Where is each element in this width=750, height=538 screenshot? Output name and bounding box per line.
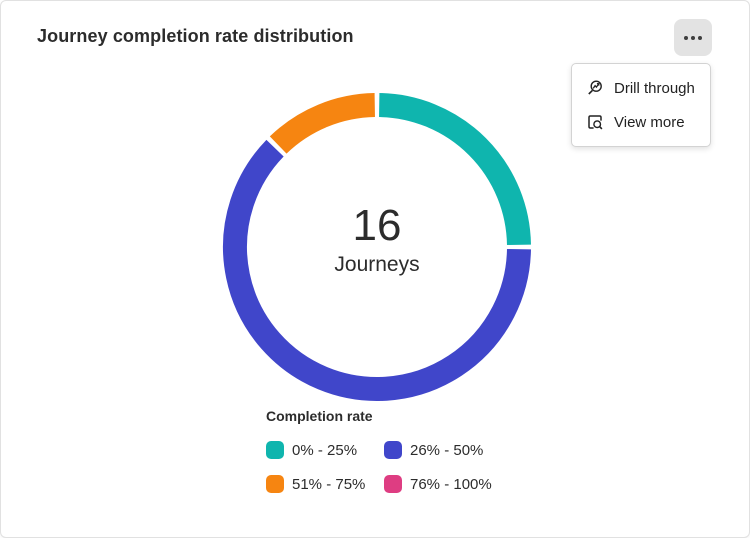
- legend-item-51-75[interactable]: 51% - 75%: [266, 475, 384, 493]
- donut-segment-2[interactable]: [269, 93, 376, 154]
- donut-segment-1[interactable]: [223, 139, 531, 401]
- context-menu: Drill through View more: [571, 63, 711, 147]
- donut-chart: [223, 93, 531, 401]
- legend-swatch-pink: [384, 475, 402, 493]
- legend-grid: 0% - 25% 26% - 50% 51% - 75% 76% - 100%: [266, 441, 492, 493]
- legend-label: 26% - 50%: [410, 441, 484, 459]
- legend-swatch-orange: [266, 475, 284, 493]
- legend-label: 51% - 75%: [292, 475, 366, 493]
- drill-through-icon: [588, 80, 602, 95]
- legend-label: 0% - 25%: [292, 441, 358, 459]
- menu-item-view-more[interactable]: View more: [572, 105, 710, 139]
- view-more-icon: [588, 115, 603, 130]
- legend-item-26-50[interactable]: 26% - 50%: [384, 441, 492, 459]
- legend-title: Completion rate: [266, 408, 373, 424]
- legend-label: 76% - 100%: [410, 475, 492, 493]
- legend-item-0-25[interactable]: 0% - 25%: [266, 441, 384, 459]
- legend-swatch-teal: [266, 441, 284, 459]
- menu-item-drill-through[interactable]: Drill through: [572, 71, 710, 105]
- menu-item-label: Drill through: [614, 79, 695, 97]
- donut-segment-0[interactable]: [378, 93, 531, 246]
- legend-item-76-100[interactable]: 76% - 100%: [384, 475, 492, 493]
- menu-item-label: View more: [614, 113, 685, 131]
- ellipsis-icon: [684, 35, 702, 40]
- legend-swatch-blue: [384, 441, 402, 459]
- chart-legend: Completion rate 0% - 25% 26% - 50% 51% -…: [266, 407, 492, 493]
- widget-title: Journey completion rate distribution: [37, 26, 354, 46]
- more-options-button[interactable]: [674, 19, 712, 56]
